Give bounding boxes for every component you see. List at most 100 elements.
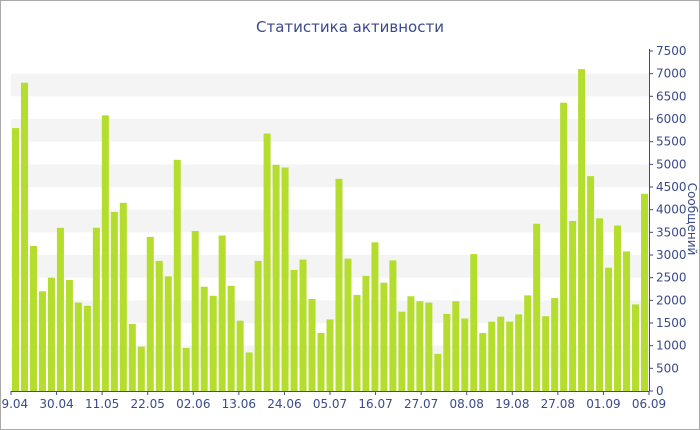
bar xyxy=(146,236,154,391)
bar xyxy=(65,279,73,391)
bar xyxy=(200,286,208,391)
grid-band xyxy=(11,119,649,142)
chart-title: Статистика активности xyxy=(256,18,444,36)
bar xyxy=(317,332,325,391)
bar xyxy=(110,211,118,391)
bar xyxy=(488,321,496,391)
bar xyxy=(596,218,604,391)
x-tick-label: 24.06 xyxy=(267,397,301,411)
bar xyxy=(506,321,514,391)
bar xyxy=(398,311,406,391)
y-tick-label: 1000 xyxy=(656,339,687,353)
bar xyxy=(641,193,649,391)
bar xyxy=(245,352,253,391)
bars xyxy=(11,69,649,392)
bar xyxy=(515,314,523,391)
bar xyxy=(191,230,199,391)
bar xyxy=(389,260,397,391)
bar xyxy=(371,242,379,391)
x-tick-label: 08.08 xyxy=(450,397,484,411)
bar xyxy=(101,115,109,392)
y-axis-label: Сообщений xyxy=(685,183,699,256)
bar xyxy=(47,277,55,391)
bar xyxy=(38,291,46,391)
grid-band xyxy=(11,209,649,233)
bar xyxy=(119,202,127,391)
grid-band xyxy=(11,164,649,187)
y-tick-label: 3500 xyxy=(656,225,687,239)
bar xyxy=(290,269,298,391)
bar xyxy=(92,227,100,391)
bar xyxy=(416,301,424,391)
bar xyxy=(632,304,640,391)
x-tick-label: 02.06 xyxy=(176,397,210,411)
bar xyxy=(461,318,469,391)
bar xyxy=(173,159,181,391)
bar xyxy=(434,353,442,391)
bar xyxy=(569,221,577,391)
bar xyxy=(182,347,190,391)
bar xyxy=(425,302,433,391)
x-tick-label: 19.08 xyxy=(495,397,529,411)
x-tick-label: 27.08 xyxy=(541,397,575,411)
grid-band xyxy=(11,73,649,97)
y-tick-label: 5500 xyxy=(656,135,687,149)
bar xyxy=(623,251,631,391)
x-tick-label: 11.05 xyxy=(85,397,119,411)
x-tick-label: 06.09 xyxy=(632,397,666,411)
bar xyxy=(587,176,595,391)
bar xyxy=(452,301,460,391)
bar xyxy=(353,294,361,391)
x-tick-label: 13.06 xyxy=(222,397,256,411)
bar xyxy=(155,260,163,391)
y-tick-label: 1500 xyxy=(656,316,687,330)
bar xyxy=(281,167,289,391)
bar xyxy=(497,316,505,391)
bar xyxy=(137,346,145,391)
bar xyxy=(470,254,478,391)
x-tick-label: 01.09 xyxy=(586,397,620,411)
bar xyxy=(74,302,82,391)
bar xyxy=(209,295,217,391)
bar xyxy=(56,227,64,391)
bar xyxy=(614,225,622,391)
bar xyxy=(524,295,532,391)
bar xyxy=(326,319,334,391)
bar xyxy=(578,69,586,391)
y-tick-label: 500 xyxy=(656,361,679,375)
bar xyxy=(362,275,370,391)
bar xyxy=(227,285,235,391)
x-tick-label: 22.05 xyxy=(131,397,165,411)
grid-band xyxy=(11,255,649,278)
bar xyxy=(443,313,451,391)
bar xyxy=(263,133,271,391)
bar xyxy=(308,298,316,391)
y-tick-label: 2500 xyxy=(656,271,687,285)
x-tick-label: 30.04 xyxy=(39,397,73,411)
bar xyxy=(20,82,28,391)
bar xyxy=(218,235,226,391)
y-tick-label: 7000 xyxy=(656,67,687,81)
x-ticks: 19.04 30.04 11.05 22.05 02.06 13.06 24.06 05.07… xyxy=(1,391,666,411)
y-tick-label: 6500 xyxy=(656,89,687,103)
bar xyxy=(254,260,262,391)
bar xyxy=(29,245,37,391)
bar xyxy=(551,298,559,391)
y-tick-label: 7500 xyxy=(656,44,687,58)
y-tick-label: 3000 xyxy=(656,248,687,262)
y-tick-label: 6000 xyxy=(656,112,687,126)
bar xyxy=(605,267,613,391)
y-tick-label: 0 xyxy=(656,384,664,398)
y-tick-label: 5000 xyxy=(656,157,687,171)
bar xyxy=(560,102,568,392)
x-tick-label: 05.07 xyxy=(313,397,347,411)
bar xyxy=(272,164,280,391)
bar xyxy=(407,296,415,391)
y-ticks: 0 500 1000 1500 2000 2500 3000 3500 4000 4500 5000… xyxy=(649,44,687,398)
x-tick-label: 16.07 xyxy=(358,397,392,411)
x-tick-label: 27.07 xyxy=(404,397,438,411)
bar xyxy=(128,323,136,391)
x-tick-label: 19.04 xyxy=(1,397,28,411)
y-tick-label: 2000 xyxy=(656,293,687,307)
